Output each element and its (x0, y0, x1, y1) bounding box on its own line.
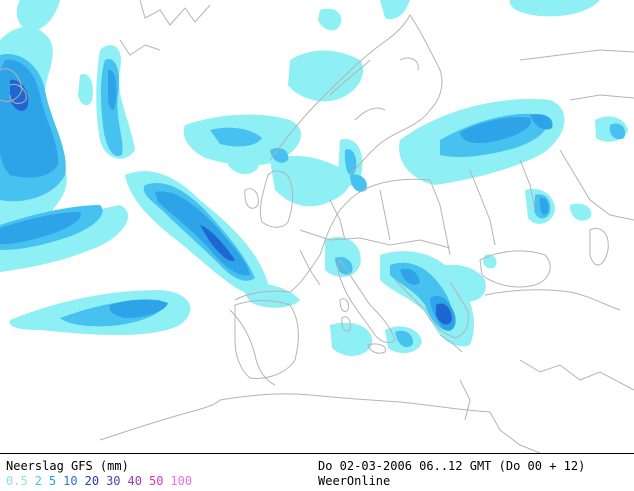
forecast-date-range: Do 02-03-2006 06..12 GMT (Do 00 + 12) (318, 459, 586, 473)
coastline-layer (0, 0, 634, 453)
scale-value: 40 (127, 474, 142, 488)
scale-value: 50 (148, 474, 164, 488)
scale-value: 0.5 (6, 474, 28, 488)
legend-title: Neerslag GFS (mm) (6, 459, 129, 473)
precipitation-map (0, 0, 634, 453)
scale-value: 100 (170, 474, 193, 488)
scale-value: 30 (106, 474, 121, 488)
scale-value: 2 (34, 474, 42, 488)
precipitation-layer (0, 0, 628, 356)
scale-value: 20 (84, 474, 100, 488)
map-legend: Neerslag GFS (mm) Do 02-03-2006 06..12 G… (0, 453, 634, 491)
scale-value: 10 (63, 474, 78, 488)
scale-value: 5 (48, 474, 57, 488)
data-source: WeerOnline (318, 474, 391, 488)
precipitation-scale: 0.5 2 5 10 20 30 40 50 100 (6, 474, 199, 488)
map-canvas (0, 0, 634, 453)
